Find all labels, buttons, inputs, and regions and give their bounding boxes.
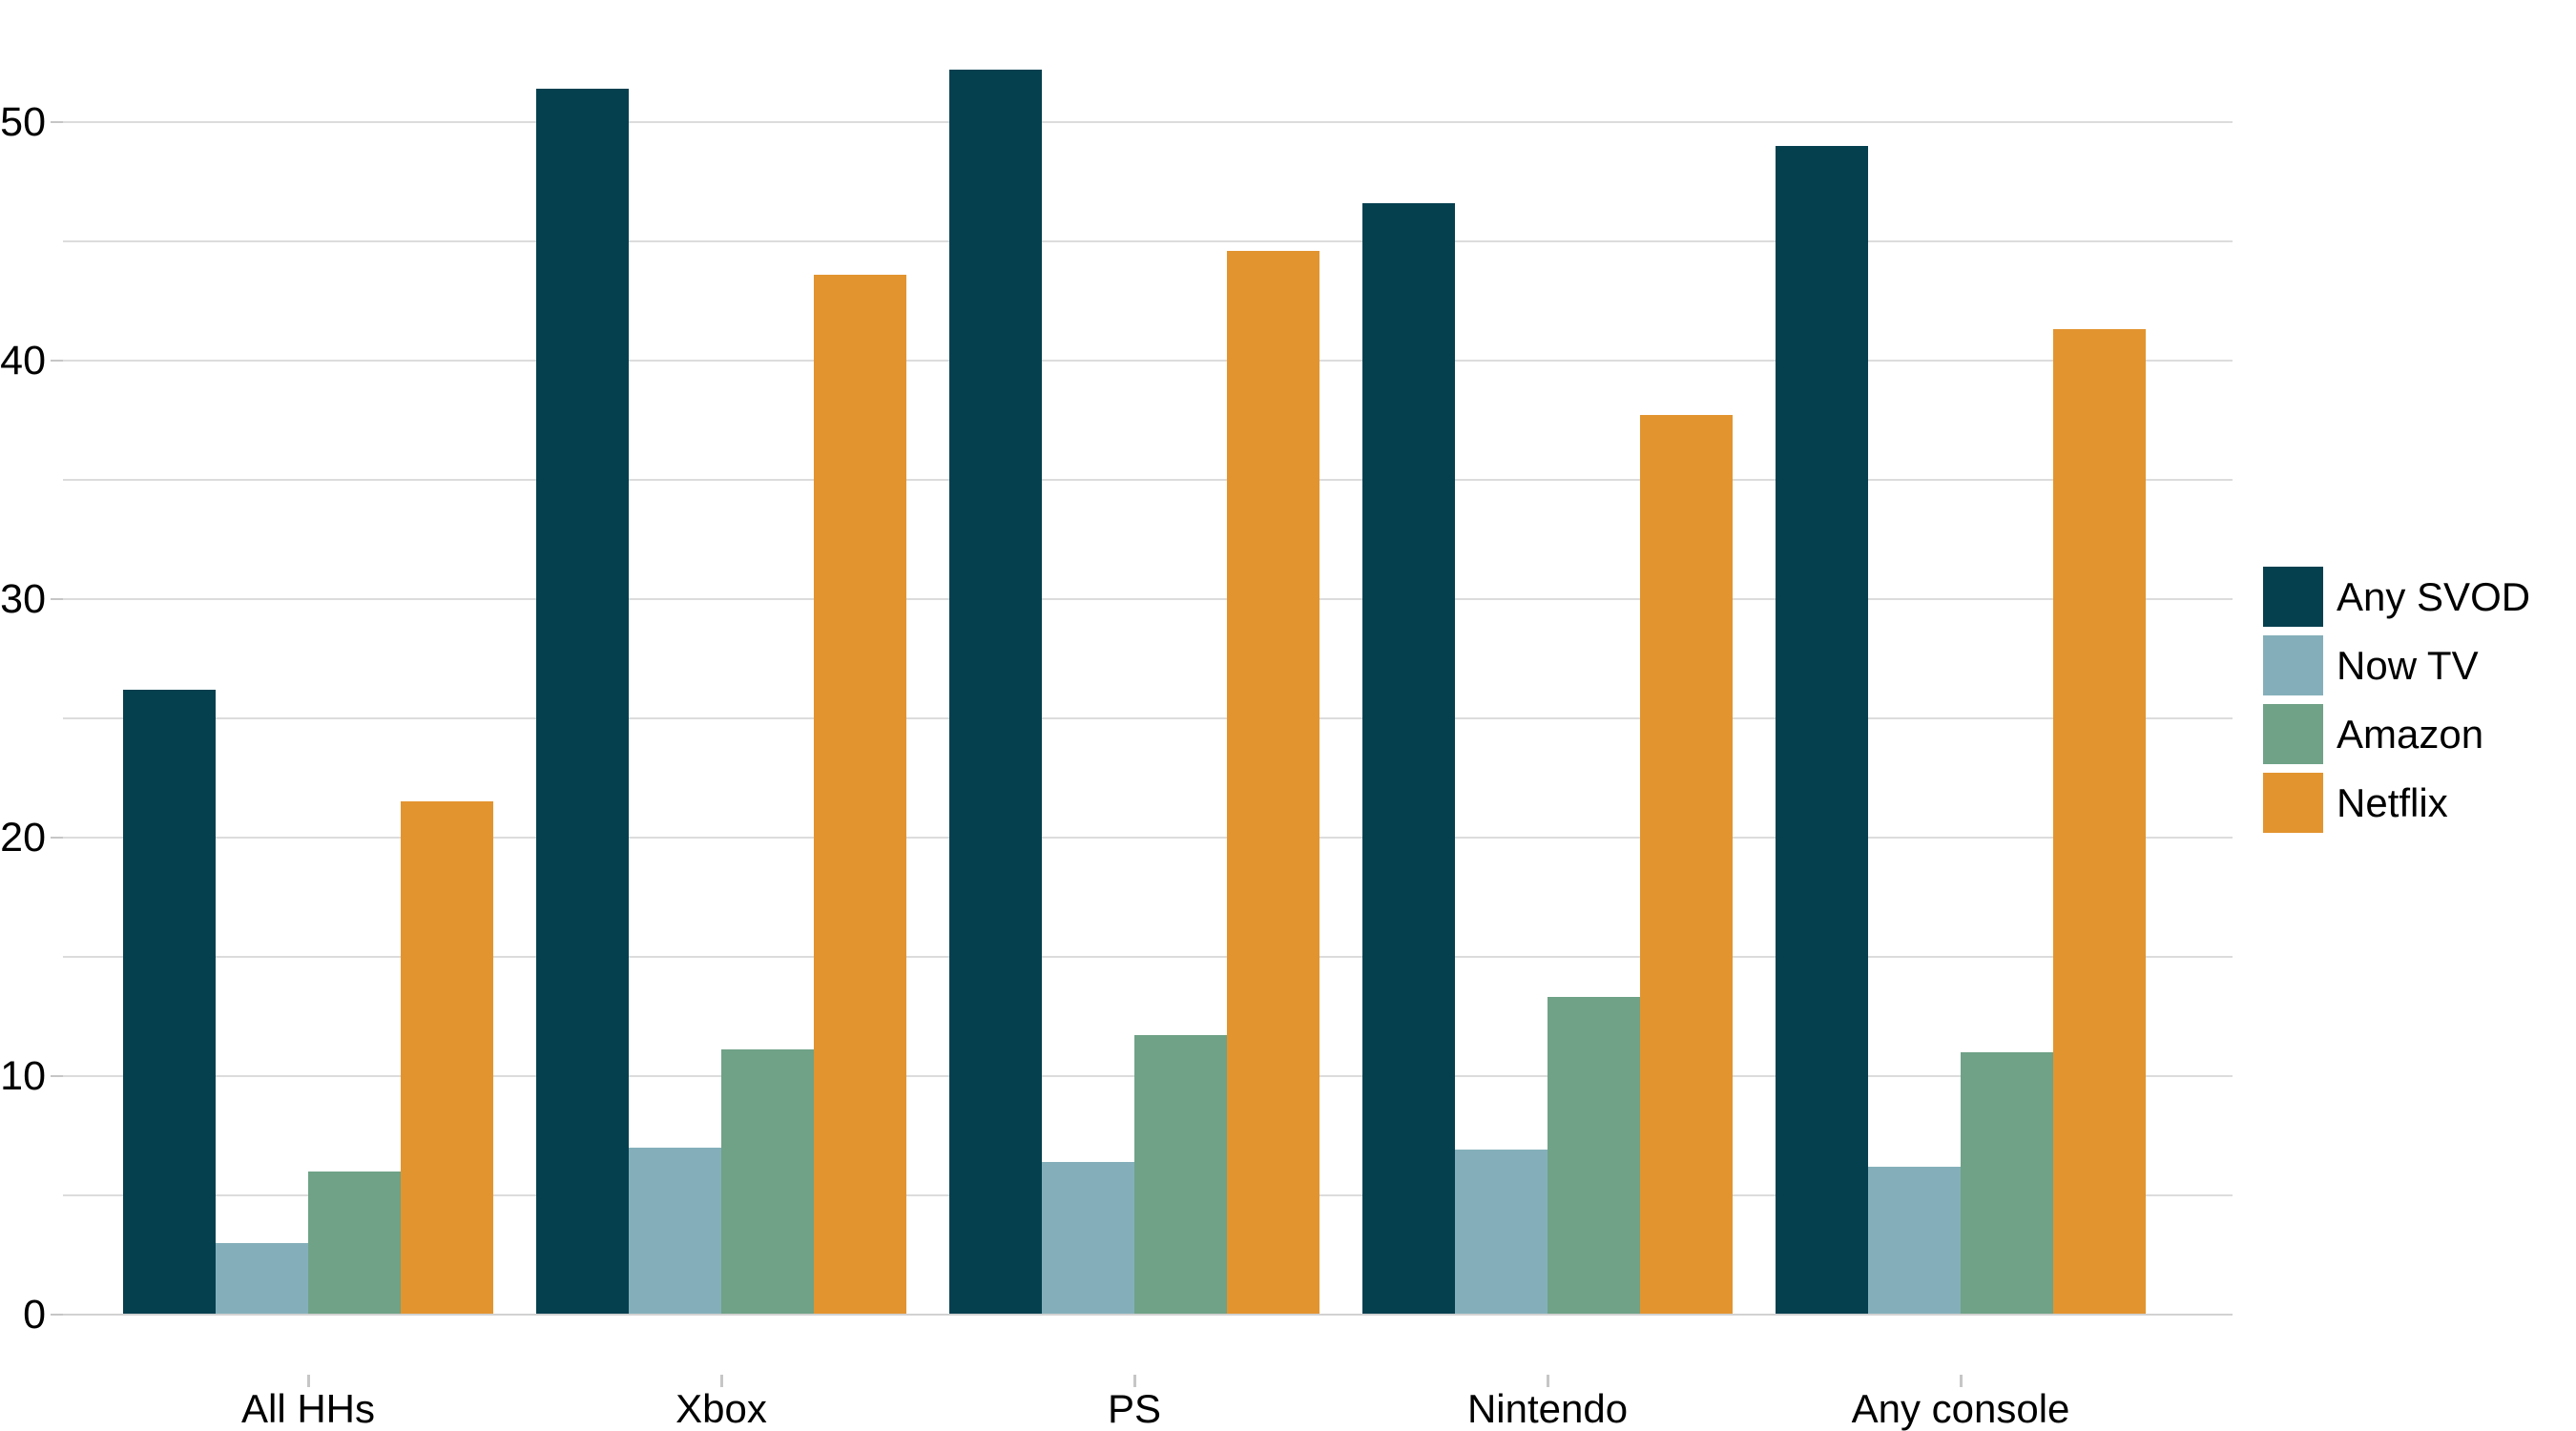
y-tick-mark-30 <box>51 597 63 600</box>
bar-amazon <box>308 1172 401 1315</box>
y-tick-mark-10 <box>51 1074 63 1077</box>
bar-any-svod <box>949 70 1042 1315</box>
bar-netflix <box>401 801 493 1315</box>
bar-any-svod <box>1776 146 1868 1315</box>
x-tick-mark-4 <box>1960 1375 1963 1387</box>
gridline-30 <box>63 597 2233 600</box>
bar-now-tv <box>1868 1167 1961 1315</box>
bar-amazon <box>1134 1035 1227 1315</box>
bar-netflix <box>1227 251 1319 1315</box>
x-tick-mark-3 <box>1547 1375 1549 1387</box>
gridline-20 <box>63 836 2233 839</box>
y-axis-label-20: 20 <box>0 814 46 861</box>
bar-now-tv <box>1042 1162 1134 1315</box>
y-axis-label-40: 40 <box>0 337 46 384</box>
bar-group-all-hhs <box>123 690 493 1315</box>
legend-item-any-svod: Any SVOD <box>2263 567 2530 627</box>
legend-swatch-amazon <box>2263 704 2323 764</box>
x-axis-label-all-hhs: All HHs <box>240 1386 375 1431</box>
x-axis-label-xbox: Xbox <box>675 1386 767 1431</box>
gridline-50 <box>63 120 2233 123</box>
y-axis-label-30: 30 <box>0 575 46 622</box>
bar-group-ps <box>949 70 1319 1315</box>
bar-any-svod <box>123 690 216 1315</box>
legend-item-netflix: Netflix <box>2263 773 2530 833</box>
y-axis-label-0: 0 <box>23 1292 46 1338</box>
bar-now-tv <box>1455 1150 1548 1315</box>
legend-swatch-any-svod <box>2263 567 2323 627</box>
bar-group-xbox <box>536 89 906 1315</box>
bar-netflix <box>814 275 906 1315</box>
y-tick-mark-50 <box>51 120 63 123</box>
bar-netflix <box>1640 415 1733 1315</box>
legend-label: Now TV <box>2337 642 2479 688</box>
y-axis-label-10: 10 <box>0 1052 46 1099</box>
plot-area <box>63 0 2233 1316</box>
bar-netflix <box>2053 329 2146 1315</box>
bar-amazon <box>1961 1052 2053 1315</box>
legend-label: Netflix <box>2337 779 2448 825</box>
gridline-40 <box>63 359 2233 362</box>
x-tick-mark-0 <box>307 1375 310 1387</box>
gridline-45 <box>63 239 2233 242</box>
x-baseline <box>63 1314 2233 1316</box>
legend-item-amazon: Amazon <box>2263 704 2530 764</box>
x-tick-mark-2 <box>1133 1375 1136 1387</box>
bar-any-svod <box>536 89 629 1315</box>
legend-label: Any SVOD <box>2337 573 2531 619</box>
legend-swatch-now-tv <box>2263 635 2323 695</box>
bar-amazon <box>721 1049 814 1315</box>
y-axis-label-50: 50 <box>0 98 46 145</box>
legend-item-now-tv: Now TV <box>2263 635 2530 695</box>
bar-now-tv <box>216 1243 308 1315</box>
legend-swatch-netflix <box>2263 773 2323 833</box>
bar-group-nintendo <box>1362 203 1733 1315</box>
legend: Any SVOD Now TV Amazon Netflix <box>2263 567 2530 841</box>
x-tick-mark-1 <box>720 1375 723 1387</box>
bar-now-tv <box>629 1148 721 1315</box>
legend-label: Amazon <box>2337 711 2484 757</box>
y-tick-mark-20 <box>51 836 63 839</box>
gridline-15 <box>63 955 2233 958</box>
x-axis-label-ps: PS <box>1107 1386 1162 1431</box>
x-axis-label-nintendo: Nintendo <box>1466 1386 1629 1431</box>
x-axis-label-any-console: Any console <box>1851 1386 2070 1431</box>
bar-any-svod <box>1362 203 1455 1315</box>
bar-group-any-console <box>1776 146 2146 1315</box>
gridline-35 <box>63 478 2233 481</box>
gridline-25 <box>63 716 2233 719</box>
y-tick-mark-0 <box>51 1314 63 1316</box>
y-tick-mark-40 <box>51 359 63 362</box>
bar-amazon <box>1548 997 1640 1315</box>
